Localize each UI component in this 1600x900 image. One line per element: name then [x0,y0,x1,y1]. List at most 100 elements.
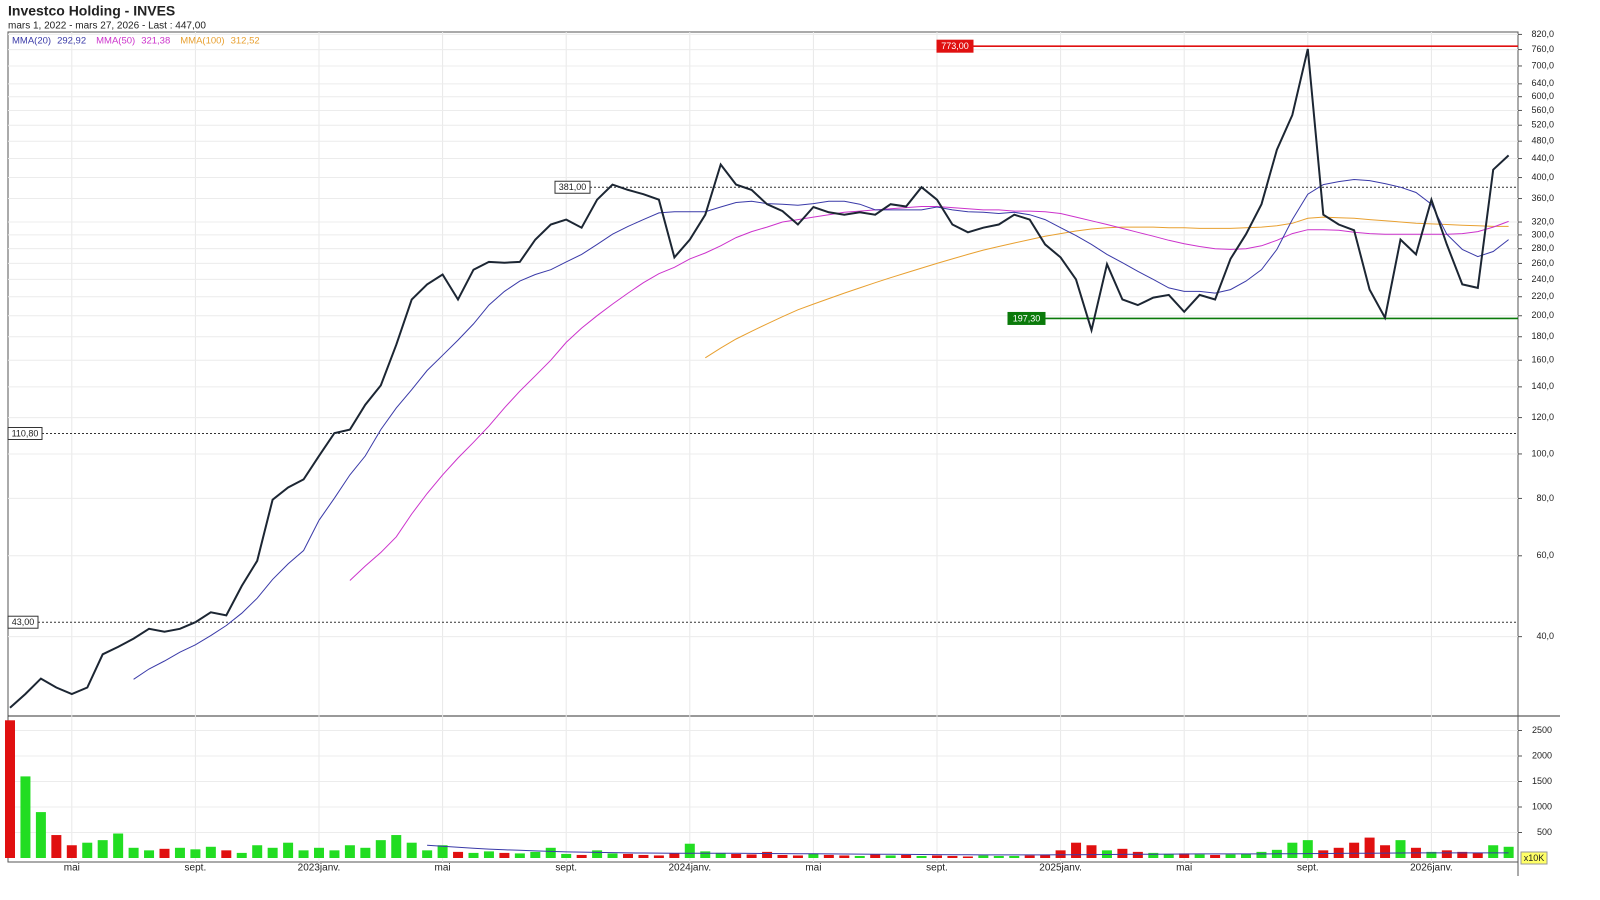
volume-bar [576,854,587,858]
volume-bar [684,843,695,858]
legend-name: MMA(20) [12,36,51,47]
volume-bar [174,847,185,858]
volume-bar [901,854,912,858]
volume-bar [638,854,649,858]
volume-bar [329,850,340,858]
volume-bar [731,853,742,858]
y-tick-label: 2500 [1532,725,1552,735]
volume-bar [1210,854,1221,858]
volume-bar [391,835,402,858]
volume-bar [962,856,973,858]
volume-bar [1179,853,1190,858]
volume-bar [20,776,31,858]
volume-bar [1024,855,1035,858]
x-tick-label: sept. [926,863,948,874]
legend-value: 292,92 [57,36,86,47]
level-label-box [7,615,39,629]
y-tick-label: 80,0 [1536,493,1554,503]
level-label: 110,80 [12,428,39,438]
volume-bar [1441,850,1452,858]
volume-bar [870,854,881,858]
y-tick-label: 160,0 [1531,355,1554,365]
volume-bar [530,851,541,858]
volume-bar [314,847,324,858]
x-tick-label: mai [805,863,821,874]
volume-bar [360,847,371,858]
volume-bar [1395,840,1406,858]
volume-bar [854,855,865,858]
y-tick-label: 220,0 [1531,291,1554,301]
x-tick-label: 2025janv. [1039,863,1082,874]
legend-value: 312,52 [231,36,260,47]
y-tick-label: 180,0 [1531,331,1554,341]
y-tick-label: 240,0 [1531,274,1554,284]
volume-bar [978,855,989,858]
volume-bar [1333,847,1344,858]
volume-bar [1302,840,1313,858]
volume-bar [839,855,850,858]
volume-bar [5,720,15,858]
level-label: 773,00 [941,41,969,51]
volume-bar [1380,845,1391,858]
volume-bar [545,847,556,858]
volume-bar [932,855,942,858]
volume-bar [1132,851,1143,858]
level-label-box [554,180,591,194]
volume-bar [700,851,711,858]
volume-bar [777,854,788,858]
x-tick-label: 2026janv. [1410,863,1453,874]
volume-bar [561,853,572,858]
volume-bar [1457,851,1468,858]
volume-bar [483,851,494,858]
volume-bar [1225,854,1236,858]
volume-bar [792,855,803,858]
volume-bar [808,853,819,858]
volume-bar [1148,852,1159,858]
volume-bar [1086,845,1097,858]
y-tick-label: 760,0 [1531,44,1554,54]
level-label: 197,30 [1013,313,1041,323]
volume-bar [1287,842,1298,858]
y-tick-label: 300,0 [1531,229,1554,239]
volume-bar [267,847,278,858]
volume-bar [97,840,108,858]
volume-bar [82,842,93,858]
y-tick-label: 640,0 [1531,78,1554,88]
volume-bar [623,853,633,858]
volume-bar [422,850,433,858]
volume-bar [1349,842,1360,858]
y-tick-label: 1000 [1532,801,1552,811]
chart-title: Investco Holding - INVES [8,3,175,19]
y-tick-label: 60,0 [1536,550,1554,560]
volume-bar [746,854,757,858]
volume-bar [375,840,386,858]
x-tick-label: mai [64,863,80,874]
level-label-box [1007,311,1046,325]
y-tick-label: 1500 [1532,776,1552,786]
legend-value: 321,38 [141,36,170,47]
volume-ma-line [427,844,1509,856]
volume-bar [1117,848,1128,858]
volume-bar [406,842,417,858]
volume-bar [653,855,664,858]
volume-bar [762,851,773,858]
volume-bar [947,855,958,858]
volume-bar [607,853,618,858]
volume-bar [499,852,510,858]
volume-bar [283,842,294,858]
volume-bar [1071,842,1082,858]
volume-bar [144,850,155,858]
volume-bar [1426,851,1437,858]
volume-bar [1503,846,1514,858]
volume-bar [252,845,263,858]
volume-bar [1055,850,1066,858]
volume-bar [51,835,62,858]
volume-bar [221,850,232,858]
volume-bar [715,852,726,858]
level-label-box [936,39,974,53]
price-line [9,48,1510,709]
volume-bar [1163,853,1174,858]
volume-bar [823,854,834,858]
x-tick-label: 2023janv. [298,863,341,874]
